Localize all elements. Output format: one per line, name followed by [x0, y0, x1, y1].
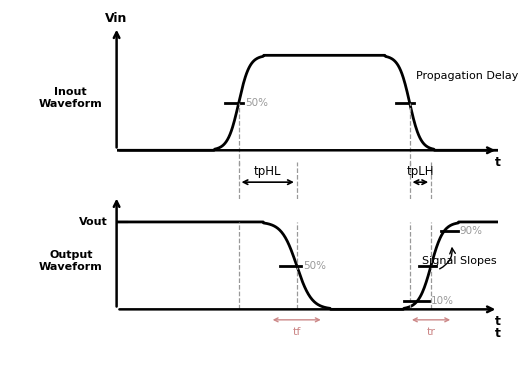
- Text: 50%: 50%: [245, 98, 268, 108]
- Text: Inout
Waveform: Inout Waveform: [39, 87, 103, 109]
- Text: t: t: [495, 327, 501, 340]
- Text: tr: tr: [427, 327, 436, 337]
- Text: 50%: 50%: [303, 261, 326, 270]
- Text: Signal Slopes: Signal Slopes: [422, 256, 497, 266]
- Text: tf: tf: [293, 327, 301, 337]
- Text: tpHL: tpHL: [254, 164, 281, 178]
- Text: t: t: [495, 156, 501, 169]
- Text: Propagation Delay: Propagation Delay: [416, 71, 518, 81]
- Text: Output
Waveform: Output Waveform: [39, 251, 103, 272]
- Text: 90%: 90%: [459, 226, 482, 236]
- Text: Vout: Vout: [78, 217, 108, 227]
- Text: tpLH: tpLH: [407, 164, 434, 178]
- Text: t: t: [495, 315, 501, 329]
- Text: 10%: 10%: [430, 296, 454, 305]
- Text: Vin: Vin: [105, 12, 128, 25]
